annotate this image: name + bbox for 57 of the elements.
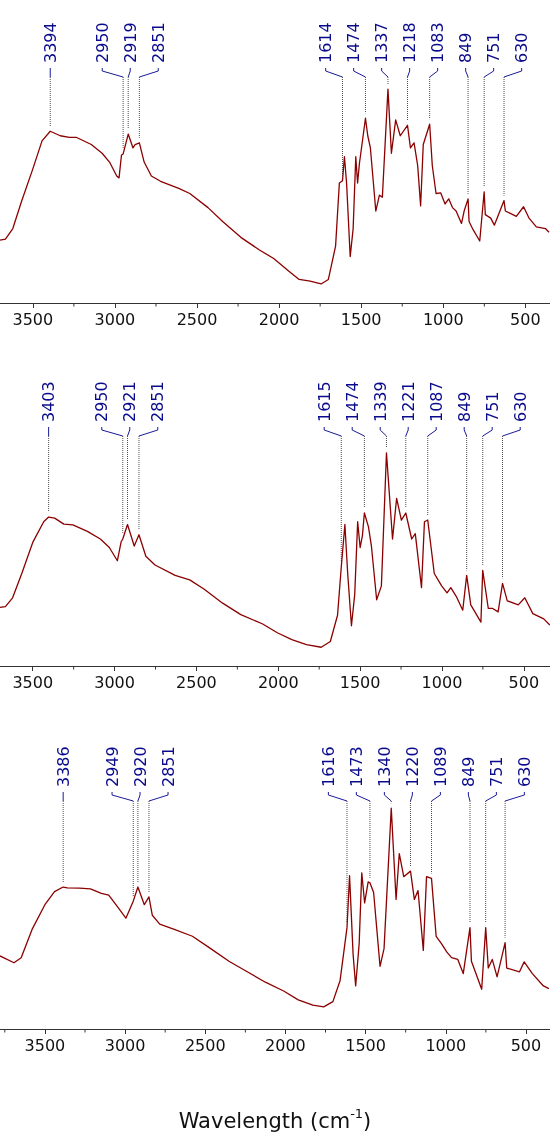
annotation: 1340 [374, 746, 394, 787]
x-tick-label: 500 [508, 672, 540, 692]
annotation: 1089 [430, 746, 450, 787]
annotation: 1339 [370, 381, 390, 422]
annotation: 1474 [342, 381, 362, 422]
x-tick-label: 2000 [258, 309, 300, 329]
x-tick-label: 500 [510, 1035, 542, 1055]
x-tick-label: 2500 [176, 672, 217, 692]
annotation: 2851 [148, 381, 168, 422]
annotation: 849 [454, 391, 474, 422]
x-tick-label: 1000 [422, 309, 464, 329]
annotation: 751 [486, 756, 506, 787]
x-tick-label: 2000 [265, 1035, 306, 1055]
x-tick-label: 1500 [339, 672, 381, 692]
annotation: 3403 [39, 381, 59, 422]
annotation: 3394 [40, 22, 60, 63]
annotation: 1614 [316, 22, 336, 63]
annotation: 1616 [318, 746, 338, 787]
annotation: 630 [514, 756, 534, 787]
x-tick-label: 2500 [176, 309, 218, 329]
annotation: 2851 [158, 746, 178, 787]
annotation: 630 [512, 32, 532, 63]
x-tick-label: 1000 [421, 672, 463, 692]
annotation: 1337 [372, 22, 392, 63]
annotation: 1474 [344, 22, 364, 63]
x-tick-label: 3000 [94, 672, 135, 692]
annotation: 630 [510, 391, 530, 422]
annotation: 2950 [92, 381, 112, 422]
x-tick-label: 2000 [257, 672, 299, 692]
annotation: 751 [484, 32, 504, 63]
annotation: 2851 [148, 22, 168, 63]
annotation: 849 [456, 32, 476, 63]
x-tick-label: 1500 [340, 309, 382, 329]
x-tick-label: 3500 [12, 309, 54, 329]
annotation: 2949 [102, 746, 122, 787]
annotation: 849 [458, 756, 478, 787]
x-tick-label: 3500 [12, 672, 54, 692]
annotation: 1615 [314, 381, 334, 422]
annotation: 1221 [398, 381, 418, 422]
annotation: 2921 [120, 381, 140, 422]
annotation: 1083 [428, 22, 448, 63]
x-tick-label: 3500 [24, 1035, 66, 1055]
x-tick-label: 1000 [425, 1035, 467, 1055]
x-tick-label: 500 [510, 309, 541, 329]
annotation: 751 [482, 391, 502, 422]
annotation: 1220 [402, 746, 422, 787]
annotation: 2919 [120, 22, 140, 63]
x-tick-label: 2500 [184, 1035, 226, 1055]
annotation: 1218 [400, 22, 420, 63]
annotation: 2920 [130, 746, 150, 787]
x-tick-label: 3000 [104, 1035, 146, 1055]
annotation: 3386 [53, 746, 73, 787]
x-tick-label: 1500 [345, 1035, 386, 1055]
annotation: 1473 [346, 746, 366, 787]
x-tick-label: 3000 [94, 309, 136, 329]
annotation: 2950 [92, 22, 112, 63]
annotation: 1087 [426, 381, 446, 422]
